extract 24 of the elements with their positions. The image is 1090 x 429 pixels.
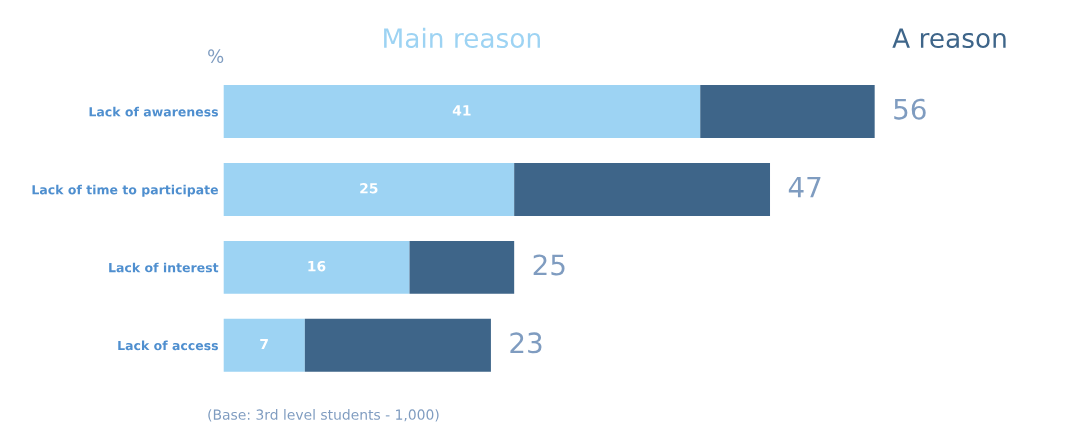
data-label: 25 xyxy=(360,183,378,194)
total-label: 23 xyxy=(510,332,542,354)
bar xyxy=(409,240,515,294)
series-label: Main reason xyxy=(384,27,540,49)
bar xyxy=(223,85,701,139)
bar xyxy=(304,318,491,372)
total-label: 25 xyxy=(533,254,565,276)
data-label: 16 xyxy=(308,260,326,272)
data-label: 41 xyxy=(452,105,471,116)
bar xyxy=(223,318,305,372)
data-label: 7 xyxy=(260,338,268,350)
bar xyxy=(700,85,875,139)
total-label: 47 xyxy=(788,176,821,198)
series-label: A reason xyxy=(892,28,1006,49)
y-tick-label: Lack of awareness xyxy=(89,106,218,117)
total-label: 56 xyxy=(894,98,926,120)
text: (Base: 3rd level students - 1,000) xyxy=(208,409,439,422)
bar xyxy=(514,163,771,216)
y-tick-label: Lack of access xyxy=(118,340,218,351)
y-tick-label: Lack of interest xyxy=(109,262,219,273)
bar xyxy=(223,240,410,294)
y-tick-label: Lack of time to participate xyxy=(32,184,218,197)
bar xyxy=(223,163,515,216)
text: % xyxy=(208,49,224,63)
